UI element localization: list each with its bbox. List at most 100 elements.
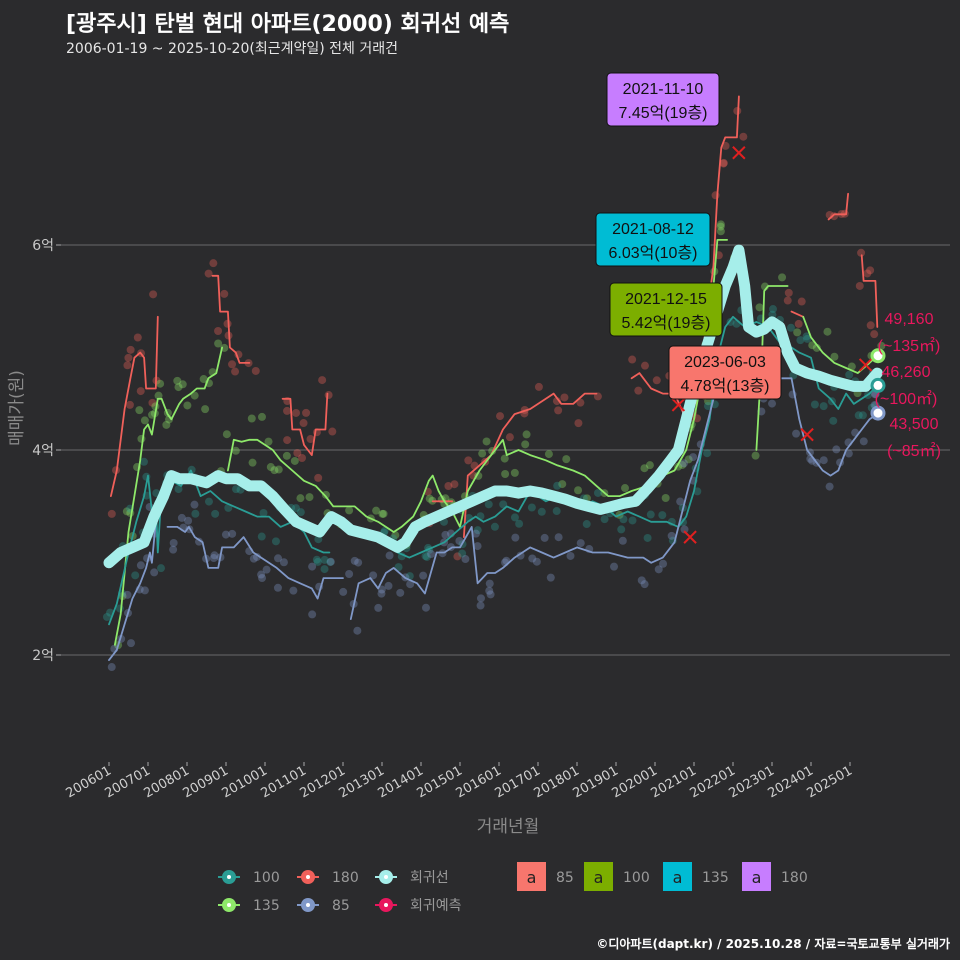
transaction-dot [485,586,494,595]
transaction-dot [786,323,795,332]
transaction-dot [195,537,204,546]
transaction-dot [321,490,330,499]
transaction-dot [320,565,329,574]
transaction-dot [107,663,116,672]
y-tick-label: 2억 [32,648,54,664]
transaction-dot [299,419,308,428]
transaction-dot [796,336,805,345]
transaction-dot [473,542,482,551]
transaction-dot [870,330,879,339]
legend-label: 회귀선 [410,870,449,886]
transaction-dot [645,461,654,470]
prediction-labels: 49,160 (~135㎡) 46,260 (~100㎡) 43,500 (~85㎡) [875,311,941,460]
transaction-dot [427,550,436,559]
transaction-dot [797,297,806,306]
transaction-dot [552,507,561,516]
transaction-dot [562,455,571,464]
transaction-dot [211,509,220,518]
transaction-dot [646,510,655,519]
legend-dot-center [384,875,388,879]
transaction-dot [391,531,400,540]
legend-box-label: 135 [702,870,729,886]
transaction-dot [296,508,305,517]
transaction-dot [369,571,378,580]
transaction-dot [778,273,787,282]
transaction-dot [270,466,279,475]
prediction-x-icon [671,398,686,412]
transaction-dot [422,552,431,561]
legend-box-label: 85 [556,870,574,886]
highlight-price: 5.42억(19층) [621,314,710,332]
transaction-dot [308,562,317,571]
legend-box-135: a 135 [663,862,729,891]
transaction-dot [458,549,467,558]
transaction-dot [703,449,712,458]
transaction-dot [248,458,257,467]
transaction-dot [719,159,728,168]
transaction-dot [576,539,585,548]
transaction-dot [829,416,838,425]
transaction-dot [378,509,387,518]
highlight-box-180: 2021-11-10 7.45억(19층) [606,72,720,127]
transaction-dot [574,486,583,495]
transaction-dot [162,420,171,429]
transaction-dot [689,453,698,462]
legend-dot-center [384,903,388,907]
transaction-dot [755,303,764,312]
transaction-dot [135,406,144,415]
transaction-dot [637,576,646,585]
transaction-dot [221,530,230,539]
transaction-dot [273,583,282,592]
transaction-dot [783,296,792,305]
transaction-dot [866,266,875,275]
transaction-dot [532,557,541,566]
transaction-dot [107,509,116,518]
transaction-dot [266,463,275,472]
transaction-dot [133,333,142,342]
transaction-dot [354,558,363,567]
transaction-dot [377,589,386,598]
transaction-dot [716,227,725,236]
transaction-dot [289,586,298,595]
transaction-dot [582,520,591,529]
transaction-dot [794,319,803,328]
transaction-dot [274,465,283,474]
transaction-dot [769,305,778,314]
legend-label: 180 [332,870,359,886]
transaction-dot [471,529,480,538]
transaction-dot [131,571,140,580]
transaction-dot [476,601,485,610]
highlight-box-bg [609,282,723,337]
transaction-dot [257,412,266,421]
transaction-dot [819,402,828,411]
transaction-dot [136,387,145,396]
transaction-dot [262,565,271,574]
legend-box-glyph: a [752,868,762,887]
transaction-dot [640,464,649,473]
transaction-dot [324,391,333,400]
transaction-dot [643,533,652,542]
transaction-dot [667,531,676,540]
highlight-date: 2021-08-12 [612,221,694,238]
transaction-dot [854,411,863,420]
transaction-dot [527,503,536,512]
prediction-size: (~85㎡) [887,442,941,460]
legend-item-100: 100 [218,870,280,886]
transaction-dot [326,557,335,566]
transaction-dot [866,321,875,330]
transaction-dot [232,485,241,494]
highlight-annotations: 2021-11-10 7.45억(19층) 2021-08-12 6.03억(10층)… [595,72,782,400]
transaction-dot [553,481,562,490]
prediction-endpoint [870,377,886,393]
prediction-x-icon [858,358,873,372]
transaction-dot [576,398,585,407]
legend-box-swatch [517,862,546,891]
legend: 100 180 회귀선 135 85 회귀예측 a 85 a 100 a 135 a 180 [218,862,808,914]
transaction-dot [290,456,299,465]
transaction-dot [499,500,508,509]
legend-label: 회귀예측 [410,898,462,914]
transaction-dot [496,412,505,421]
transaction-dot [318,376,327,385]
transaction-dot [659,559,668,568]
transaction-dot [257,532,266,541]
